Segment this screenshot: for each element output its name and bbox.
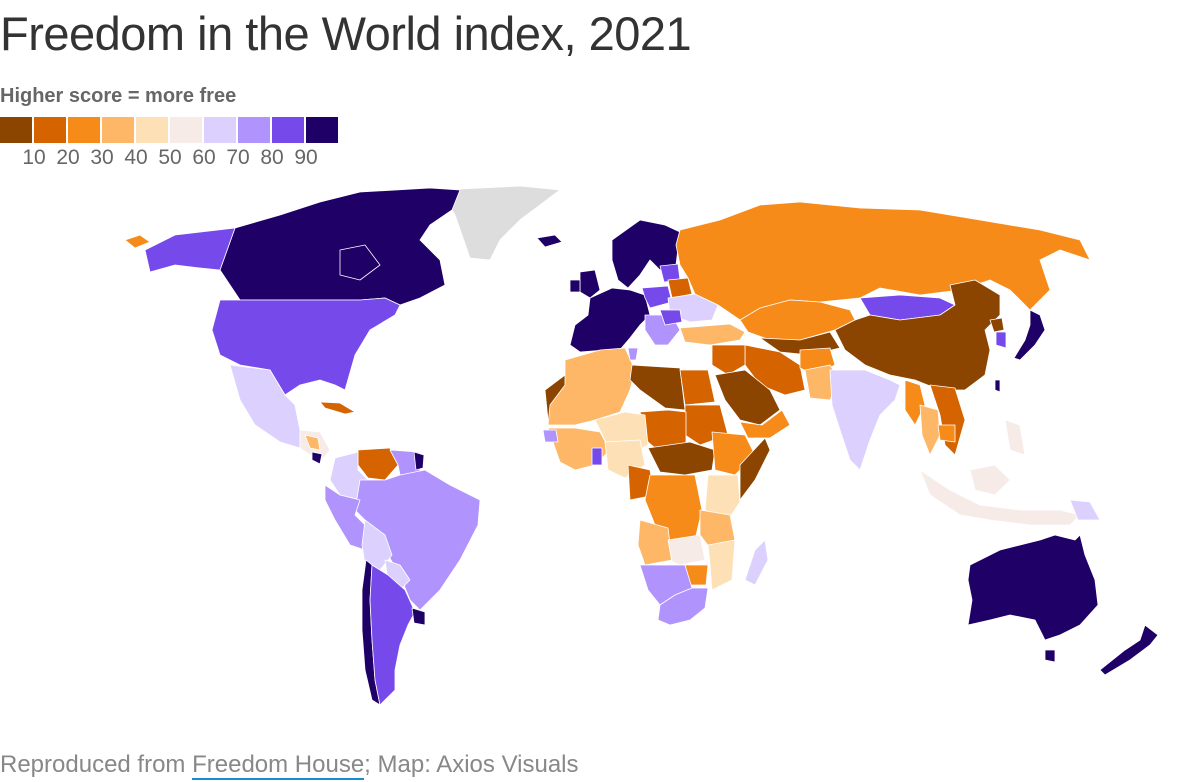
region-ireland xyxy=(569,279,581,293)
region-cuba xyxy=(319,401,356,415)
region-uk xyxy=(579,269,601,299)
region-indonesia xyxy=(919,419,1081,526)
legend-subtitle: Higher score = more free xyxy=(0,85,237,107)
region-alaska xyxy=(144,227,236,273)
legend-swatch xyxy=(306,117,338,143)
region-belarus xyxy=(667,277,693,299)
region-myanmar xyxy=(904,379,926,426)
region-french-guiana xyxy=(413,451,425,471)
region-greenland xyxy=(439,185,561,261)
region-new-zealand xyxy=(1099,624,1159,676)
region-tasmania xyxy=(1044,649,1056,663)
legend-swatch xyxy=(238,117,270,143)
legend-tick-label: 70 xyxy=(226,146,250,169)
color-legend xyxy=(0,117,340,143)
region-madagascar xyxy=(744,539,769,586)
region-north-korea xyxy=(989,317,1005,333)
region-western-europe xyxy=(569,287,651,353)
region-canada xyxy=(219,187,461,306)
region-argentina xyxy=(369,564,416,706)
region-yemen-oman xyxy=(739,409,791,439)
legend-tick-label: 20 xyxy=(56,146,80,169)
source-suffix: ; Map: Axios Visuals xyxy=(364,751,579,778)
region-russia xyxy=(675,201,1091,321)
region-tunisia xyxy=(627,347,639,361)
legend-labels: 10 20 30 40 50 60 70 80 90 xyxy=(0,145,340,171)
region-japan xyxy=(1013,309,1046,361)
legend-swatch xyxy=(272,117,304,143)
region-thailand xyxy=(919,404,941,456)
region-south-korea xyxy=(995,331,1007,349)
region-ghana xyxy=(591,447,603,466)
region-australia xyxy=(967,534,1099,641)
region-angola xyxy=(637,519,673,566)
legend-tick-label: 30 xyxy=(90,146,114,169)
region-senegal xyxy=(542,429,559,443)
region-costa-rica xyxy=(311,451,323,465)
source-credit: Reproduced from Freedom House; Map: Axio… xyxy=(0,750,579,780)
legend-swatch xyxy=(0,117,32,143)
region-saudi xyxy=(714,369,781,426)
region-romania xyxy=(659,309,683,326)
region-papua-new-guinea xyxy=(1069,499,1101,521)
legend-tick-label: 10 xyxy=(22,146,46,169)
legend-swatch xyxy=(204,117,236,143)
region-taiwan xyxy=(994,379,1001,393)
region-somalia xyxy=(739,437,771,501)
region-iraq-syria xyxy=(711,344,746,376)
chart-title: Freedom in the World index, 2021 xyxy=(0,7,692,60)
region-mozambique xyxy=(707,539,736,591)
region-libya xyxy=(629,364,686,411)
legend-tick-label: 40 xyxy=(124,146,148,169)
region-cambodia xyxy=(937,424,956,443)
region-chukotka xyxy=(124,234,151,249)
freedom-house-link[interactable]: Freedom House xyxy=(192,751,365,780)
legend-swatch xyxy=(68,117,100,143)
region-india xyxy=(829,369,901,471)
legend-tick-label: 90 xyxy=(294,146,318,169)
legend-swatch xyxy=(102,117,134,143)
legend-tick-label: 50 xyxy=(158,146,182,169)
region-turkey xyxy=(679,323,746,346)
legend-swatch xyxy=(34,117,66,143)
region-poland xyxy=(641,285,673,309)
legend-tick-label: 60 xyxy=(192,146,216,169)
region-car-south-sudan xyxy=(647,441,716,476)
region-kenya-tanzania xyxy=(704,474,741,521)
region-iceland xyxy=(536,234,563,248)
source-prefix: Reproduced from xyxy=(0,751,193,778)
region-zambia xyxy=(667,534,706,566)
legend-swatch xyxy=(170,117,202,143)
region-usa xyxy=(211,297,401,396)
region-egypt xyxy=(679,369,716,406)
region-nicaragua xyxy=(304,434,321,451)
region-scandinavia xyxy=(611,219,681,289)
region-south-africa xyxy=(657,587,709,626)
legend-tick-label: 80 xyxy=(260,146,284,169)
region-algeria-mauritania xyxy=(547,347,636,426)
world-map xyxy=(124,185,1159,706)
legend-swatch xyxy=(136,117,168,143)
region-vietnam-laos xyxy=(929,384,966,456)
region-uruguay xyxy=(411,607,426,626)
